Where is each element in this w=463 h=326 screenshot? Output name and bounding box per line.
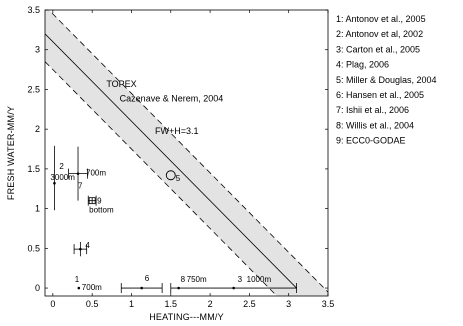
point-label: 6 — [145, 274, 150, 283]
legend-entry: 7: Ishii et al., 2006 — [336, 105, 409, 115]
point-marker — [232, 286, 235, 290]
point-marker — [88, 197, 96, 205]
legend-entry: 1: Antonov et al., 2005 — [336, 14, 426, 24]
y-tick-label: 0 — [35, 283, 40, 293]
point-label: 8 — [181, 275, 186, 284]
y-axis-label: FRESH WATER-MM/Y — [6, 106, 16, 200]
point-marker — [165, 170, 176, 181]
data-point-6: 6 — [120, 274, 163, 294]
y-tick-label: 1 — [35, 204, 40, 214]
legend-entry: 8: Willis et al., 2004 — [336, 120, 414, 130]
legend-entry: 9: ECC0-GODAE — [336, 136, 406, 146]
legend-entry: 3: Carton et al., 2005 — [336, 44, 420, 54]
point-marker — [140, 286, 143, 290]
x-tick-label: 3.5 — [322, 299, 335, 309]
x-axis-label: HEATING---MM/Y — [149, 312, 224, 322]
point-marker — [79, 247, 82, 251]
point-marker — [76, 172, 80, 175]
y-tick-label: 3.5 — [27, 5, 40, 15]
point-marker — [53, 181, 56, 185]
data-point-4: 4 — [73, 241, 90, 257]
annotation: FW+H=3.1 — [155, 126, 199, 136]
band-upper-dashed — [48, 10, 328, 293]
x-tick-label: 1.5 — [165, 299, 178, 309]
data-point-3: 3 1000m — [170, 275, 297, 294]
point-label: 3 — [238, 275, 243, 284]
point-marker — [177, 286, 180, 290]
annotation: Cazenave & Nerem, 2004 — [120, 93, 224, 103]
x-tick-label: 2 — [208, 299, 213, 309]
point-label: 4 — [85, 241, 90, 250]
y-tick-label: 2 — [35, 124, 40, 134]
plot-border — [44, 9, 329, 297]
point-label: 700m — [82, 283, 102, 292]
point-label: 9 — [97, 197, 102, 206]
data-point-2: 2 3000m — [50, 145, 75, 211]
point-label: 1 — [75, 275, 80, 284]
y-tick-label: 2.5 — [27, 84, 40, 94]
legend-entry: 4: Plag, 2006 — [336, 60, 389, 70]
uncertainty-band — [45, 10, 328, 296]
x-tick-label: 1 — [129, 299, 134, 309]
point-label: bottom — [89, 206, 114, 215]
legend-entry: 2: Antonov et al, 2002 — [336, 29, 423, 39]
point-label: 5 — [176, 174, 181, 183]
x-tick-label: 3 — [286, 299, 291, 309]
point-label: 7 — [78, 182, 83, 191]
x-tick-label: 0.5 — [86, 299, 99, 309]
data-point-8: 8 750m — [177, 275, 207, 290]
y-tick-label: 1.5 — [27, 164, 40, 174]
y-tick-label: 0.5 — [27, 243, 40, 253]
constraint-line — [45, 33, 297, 289]
point-label: 1000m — [247, 275, 272, 284]
x-tick-label: 2.5 — [243, 299, 256, 309]
annotation: TOPEX — [106, 79, 136, 89]
legend: 1: Antonov et al., 2005 2: Antonov et al,… — [336, 14, 437, 146]
x-tick-label: 0 — [50, 299, 55, 309]
legend-entry: 6: Hansen et al., 2005 — [336, 90, 424, 100]
point-label: 2 — [59, 162, 64, 171]
data-point-5: 5 — [165, 170, 181, 183]
point-label: 700m — [86, 169, 106, 178]
y-tick-label: 3 — [35, 45, 40, 55]
band-fill — [45, 10, 328, 296]
legend-entry: 5: Miller & Douglas, 2004 — [336, 75, 437, 85]
point-marker — [77, 286, 81, 290]
band-lower-dashed — [45, 61, 278, 296]
annotations: TOPEX Cazenave & Nerem, 2004 FW+H=3.1 — [106, 79, 223, 136]
point-label: 3000m — [50, 173, 75, 182]
point-label: 750m — [187, 275, 207, 284]
